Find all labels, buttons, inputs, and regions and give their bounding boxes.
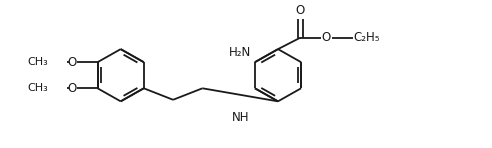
Text: O: O (296, 4, 305, 17)
Text: CH₃: CH₃ (28, 83, 49, 93)
Text: O: O (322, 31, 331, 44)
Text: H₂N: H₂N (228, 46, 250, 59)
Text: O: O (67, 82, 76, 95)
Text: C₂H₅: C₂H₅ (354, 31, 380, 44)
Text: CH₃: CH₃ (28, 57, 49, 67)
Text: NH: NH (231, 111, 249, 124)
Text: O: O (67, 56, 76, 69)
